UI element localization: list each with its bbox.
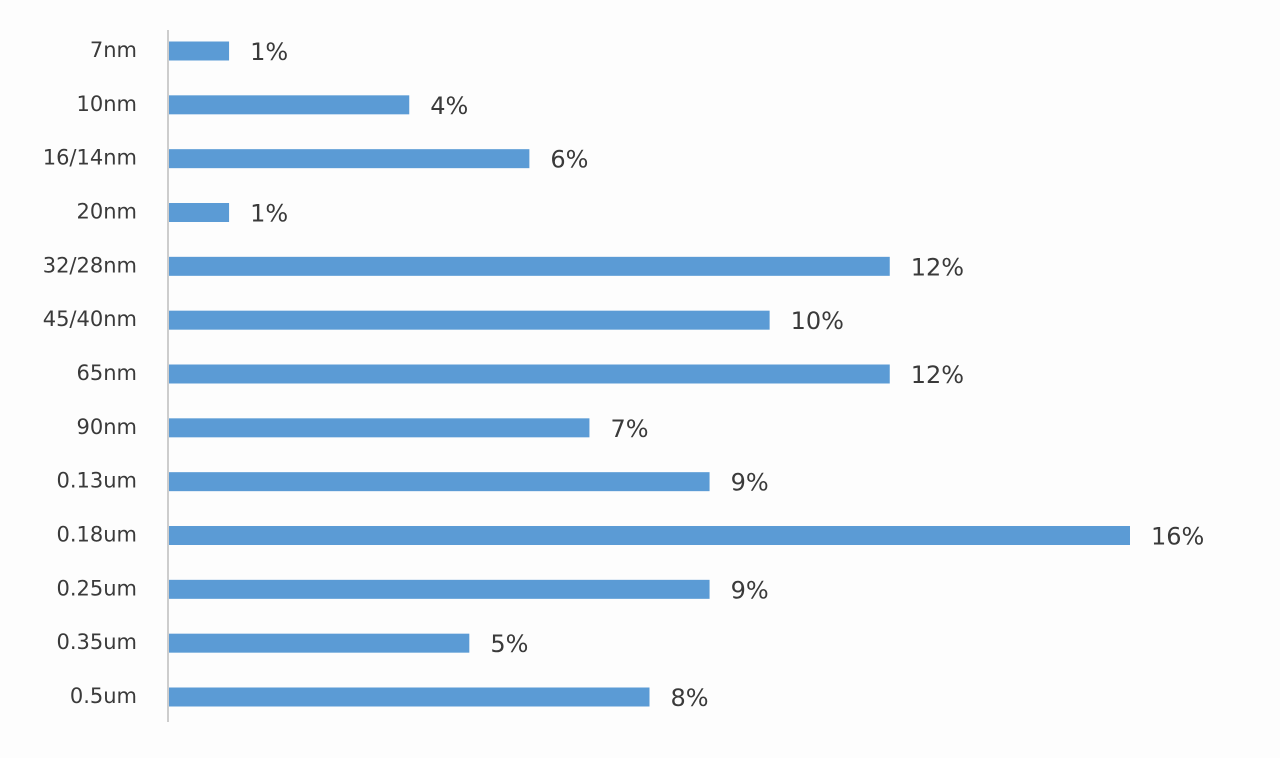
category-label: 65nm	[77, 361, 138, 385]
bar	[169, 526, 1130, 545]
bar	[169, 149, 530, 169]
bar	[169, 687, 650, 707]
data-label: 4%	[430, 92, 468, 120]
category-label: 0.35um	[56, 630, 137, 654]
bar	[169, 41, 230, 61]
bar	[169, 472, 710, 492]
data-label: 12%	[911, 253, 964, 281]
category-label: 0.5um	[70, 684, 137, 708]
category-label: 0.18um	[56, 523, 137, 547]
category-label: 0.25um	[56, 576, 137, 600]
data-label: 10%	[791, 307, 844, 335]
data-label: 1%	[250, 200, 288, 228]
category-label: 7nm	[90, 38, 137, 62]
data-label: 6%	[550, 146, 588, 174]
bar	[169, 579, 710, 599]
data-label: 7%	[610, 415, 648, 443]
bar	[169, 418, 590, 438]
data-label: 8%	[671, 684, 709, 712]
category-label: 10nm	[77, 92, 138, 116]
category-label: 45/40nm	[43, 307, 137, 331]
data-label: 16%	[1151, 523, 1204, 551]
bar	[169, 95, 410, 115]
category-label: 20nm	[77, 200, 138, 224]
bar	[169, 310, 770, 330]
data-label: 1%	[250, 38, 288, 66]
bar	[169, 633, 470, 653]
data-label: 12%	[911, 361, 964, 389]
data-label: 5%	[490, 630, 528, 658]
category-label: 16/14nm	[43, 146, 137, 170]
bar	[169, 364, 890, 384]
category-label: 0.13um	[56, 469, 137, 493]
bar	[169, 203, 230, 222]
data-label: 9%	[731, 576, 769, 604]
bar	[169, 256, 890, 276]
data-label: 9%	[731, 469, 769, 497]
category-label: 32/28nm	[43, 253, 137, 277]
category-label: 90nm	[77, 415, 138, 439]
